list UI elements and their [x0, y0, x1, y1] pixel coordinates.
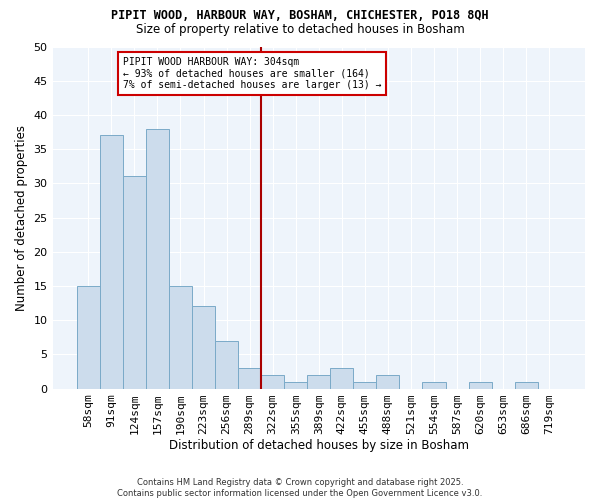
Y-axis label: Number of detached properties: Number of detached properties [15, 124, 28, 310]
Text: PIPIT WOOD HARBOUR WAY: 304sqm
← 93% of detached houses are smaller (164)
7% of : PIPIT WOOD HARBOUR WAY: 304sqm ← 93% of … [123, 57, 382, 90]
X-axis label: Distribution of detached houses by size in Bosham: Distribution of detached houses by size … [169, 440, 469, 452]
Bar [100, 136, 123, 388]
Bar [123, 176, 146, 388]
Bar [376, 375, 400, 388]
Bar [330, 368, 353, 388]
Bar [284, 382, 307, 388]
Bar [353, 382, 376, 388]
Bar [422, 382, 446, 388]
Bar [146, 128, 169, 388]
Text: Contains HM Land Registry data © Crown copyright and database right 2025.
Contai: Contains HM Land Registry data © Crown c… [118, 478, 482, 498]
Text: Size of property relative to detached houses in Bosham: Size of property relative to detached ho… [136, 22, 464, 36]
Bar [238, 368, 261, 388]
Bar [515, 382, 538, 388]
Bar [469, 382, 491, 388]
Bar [77, 286, 100, 388]
Bar [307, 375, 330, 388]
Bar [169, 286, 192, 388]
Bar [261, 375, 284, 388]
Bar [215, 340, 238, 388]
Text: PIPIT WOOD, HARBOUR WAY, BOSHAM, CHICHESTER, PO18 8QH: PIPIT WOOD, HARBOUR WAY, BOSHAM, CHICHES… [111, 9, 489, 22]
Bar [192, 306, 215, 388]
